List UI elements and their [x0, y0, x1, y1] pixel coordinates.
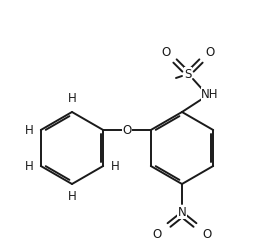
- Text: N: N: [178, 205, 186, 218]
- Text: O: O: [205, 46, 215, 58]
- Text: O: O: [161, 46, 171, 58]
- Text: H: H: [68, 191, 76, 204]
- Text: O: O: [152, 229, 162, 241]
- Text: NH: NH: [201, 87, 219, 101]
- Text: S: S: [184, 68, 192, 80]
- Text: H: H: [25, 123, 33, 137]
- Text: O: O: [122, 123, 132, 137]
- Text: H: H: [68, 92, 76, 106]
- Text: O: O: [202, 229, 212, 241]
- Text: H: H: [111, 160, 120, 173]
- Text: H: H: [25, 160, 33, 173]
